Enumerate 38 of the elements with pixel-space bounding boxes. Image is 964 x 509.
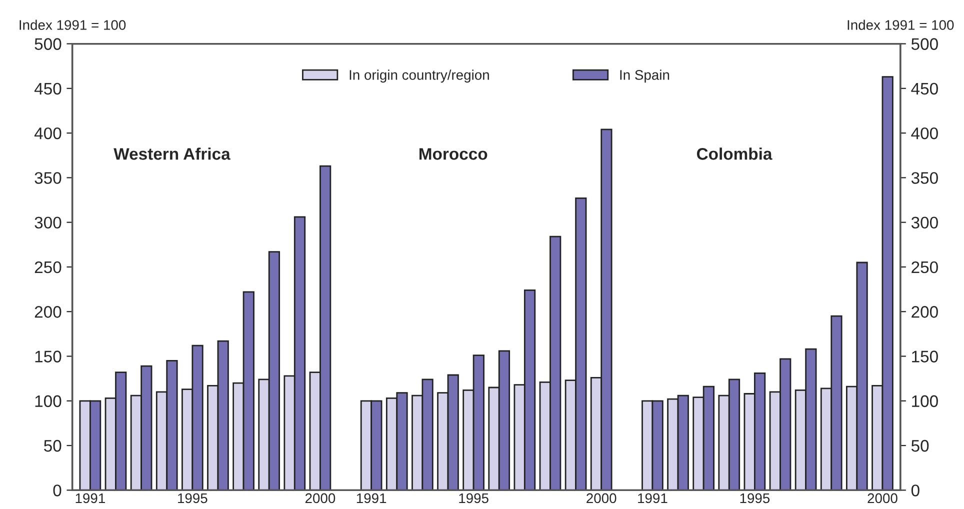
y-tick-label: 450 bbox=[34, 82, 62, 95]
y2-tick-label: 200 bbox=[912, 306, 938, 318]
y2-tick-label: 300 bbox=[911, 216, 938, 229]
y2-tick-label: 450 bbox=[911, 82, 938, 95]
y-tick-label: 350 bbox=[34, 172, 62, 184]
annotation: Morocco bbox=[420, 148, 488, 160]
annotation: Colombia bbox=[696, 148, 772, 160]
y-tick-label: 100 bbox=[35, 395, 62, 408]
y-axis-title: Index 1991 = 100 bbox=[20, 20, 126, 30]
y-tick-label: 0 bbox=[53, 484, 62, 496]
x-tick-label: 1991 bbox=[356, 493, 386, 504]
y-tick-label: 400 bbox=[34, 127, 62, 140]
y2-tick-label: 150 bbox=[912, 350, 938, 362]
y-tick-label: 300 bbox=[34, 216, 62, 229]
x-tick-label: 2000 bbox=[305, 493, 336, 504]
annotation: Western Africa bbox=[114, 148, 230, 160]
legend-label: In origin country/region bbox=[350, 70, 489, 83]
y2-tick-label: 350 bbox=[911, 172, 938, 184]
y2-tick-label: 400 bbox=[911, 127, 938, 140]
y2-tick-label: 500 bbox=[911, 38, 938, 50]
y-tick-label: 150 bbox=[35, 350, 62, 362]
legend-label: In Spain bbox=[620, 70, 670, 83]
y-tick-label: 250 bbox=[34, 261, 62, 274]
y-tick-label: 500 bbox=[34, 38, 62, 50]
y2-tick-label: 0 bbox=[911, 484, 920, 496]
x-tick-label: 1991 bbox=[638, 493, 668, 504]
x-tick-label: 1991 bbox=[76, 493, 105, 504]
x-tick-label: 2000 bbox=[868, 493, 898, 504]
y2-axis-title: Index 1991 = 100 bbox=[848, 20, 954, 30]
y-tick-label: 200 bbox=[34, 306, 62, 318]
y-tick-label: 50 bbox=[44, 440, 62, 452]
x-tick-label: 1995 bbox=[740, 493, 770, 504]
x-tick-label: 1995 bbox=[178, 493, 208, 504]
y2-tick-label: 50 bbox=[911, 440, 929, 452]
y2-tick-label: 250 bbox=[912, 261, 938, 274]
y2-tick-label: 100 bbox=[912, 395, 938, 408]
x-tick-label: 1995 bbox=[459, 493, 488, 504]
x-tick-label: 2000 bbox=[586, 493, 616, 504]
